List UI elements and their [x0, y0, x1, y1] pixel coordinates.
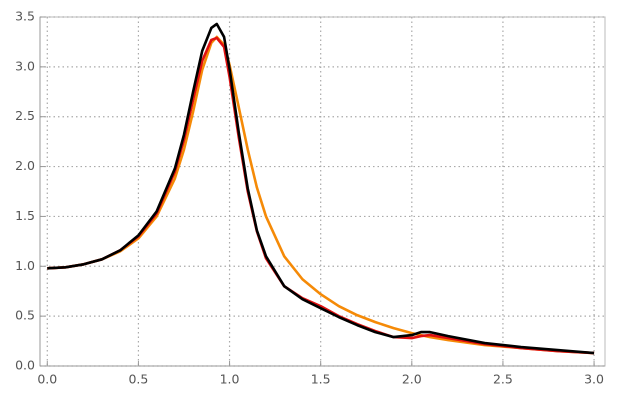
x-tick-label: 2.5 — [493, 372, 513, 387]
y-tick-label: 1.0 — [15, 258, 35, 273]
x-tick-label: 2.0 — [402, 372, 422, 387]
y-tick-label: 0.0 — [15, 358, 35, 373]
y-tick-label: 3.0 — [15, 58, 35, 73]
x-tick-label: 1.0 — [220, 372, 240, 387]
y-tick-label: 2.5 — [15, 108, 35, 123]
series-line — [47, 22, 595, 355]
y-tick-label: 1.5 — [15, 208, 35, 223]
y-tick-label: 0.5 — [15, 308, 35, 323]
plot-frame — [39, 16, 606, 367]
x-tick-label: 3.0 — [584, 372, 604, 387]
x-tick-label: 0.0 — [37, 372, 57, 387]
y-tick-label: 3.5 — [15, 9, 35, 24]
y-tick-label: 2.0 — [15, 158, 35, 173]
x-tick-label: 1.5 — [311, 372, 331, 387]
x-tick-label: 0.5 — [128, 372, 148, 387]
